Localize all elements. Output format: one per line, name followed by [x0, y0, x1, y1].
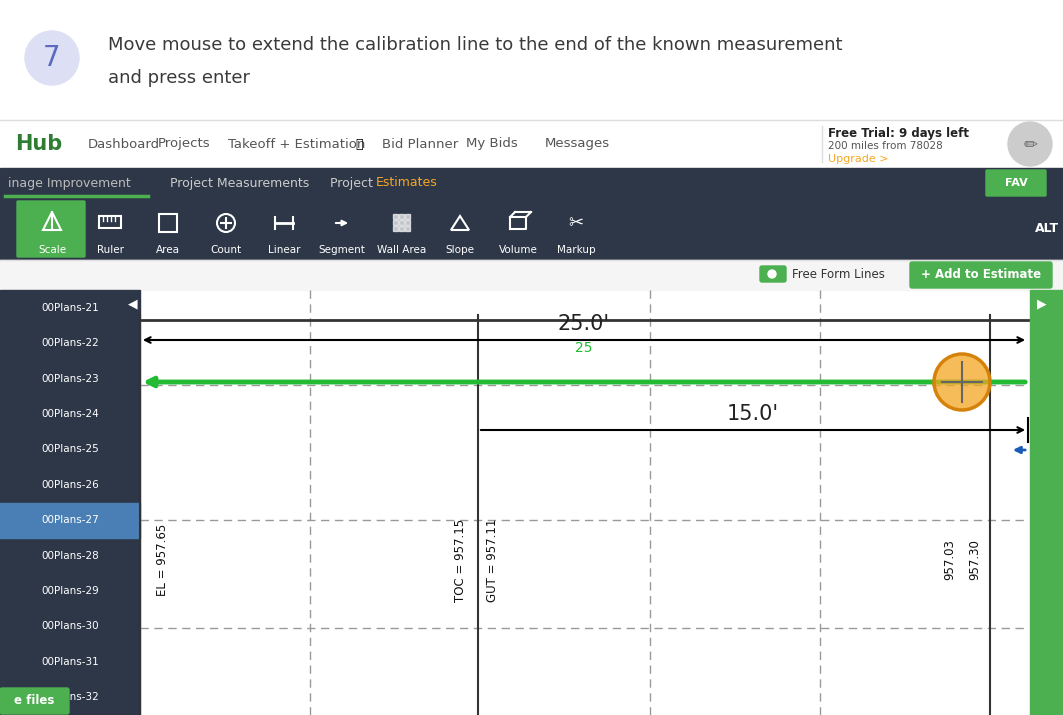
Text: ◀: ◀: [129, 297, 138, 310]
Bar: [159, 214, 178, 232]
Text: Project Measurements: Project Measurements: [170, 177, 309, 189]
Bar: [140, 290, 1028, 715]
Text: 00Plans-29: 00Plans-29: [41, 586, 99, 596]
Text: Count: Count: [210, 245, 241, 255]
Text: 00Plans-31: 00Plans-31: [41, 657, 99, 667]
Bar: [0, 503, 140, 538]
Text: Project: Project: [330, 177, 377, 189]
Text: 00Plans-21: 00Plans-21: [41, 302, 99, 312]
Circle shape: [767, 270, 776, 278]
Text: 00Plans-25: 00Plans-25: [41, 445, 99, 454]
Text: 🚀: 🚀: [355, 139, 362, 152]
Bar: [393, 220, 398, 225]
Text: Free Form Lines: Free Form Lines: [792, 269, 884, 282]
Text: Projects: Projects: [158, 137, 210, 150]
Text: Volume: Volume: [499, 245, 538, 255]
Text: 7: 7: [44, 44, 61, 72]
Text: Wall Area: Wall Area: [377, 245, 426, 255]
Text: ✏: ✏: [1023, 135, 1036, 153]
Bar: [1030, 290, 1063, 715]
Text: and press enter: and press enter: [108, 69, 250, 87]
Bar: [393, 226, 398, 231]
Text: e files: e files: [14, 694, 54, 708]
Text: 200 miles from 78028: 200 miles from 78028: [828, 141, 943, 151]
Bar: [393, 214, 398, 219]
Text: GUT = 957.11: GUT = 957.11: [486, 518, 499, 602]
Bar: [399, 226, 404, 231]
Text: 25.0': 25.0': [558, 314, 610, 334]
Bar: [0, 168, 1063, 198]
Text: Segment: Segment: [319, 245, 366, 255]
Text: 00Plans-23: 00Plans-23: [41, 373, 99, 383]
Text: 25: 25: [575, 341, 593, 355]
Bar: [0, 260, 1063, 290]
Text: Ruler: Ruler: [97, 245, 123, 255]
Text: 957.30: 957.30: [968, 540, 981, 581]
Bar: [399, 220, 404, 225]
FancyBboxPatch shape: [760, 266, 786, 282]
Text: Markup: Markup: [557, 245, 595, 255]
Text: Move mouse to extend the calibration line to the end of the known measurement: Move mouse to extend the calibration lin…: [108, 36, 843, 54]
FancyBboxPatch shape: [17, 201, 85, 257]
Text: Free Trial: 9 days left: Free Trial: 9 days left: [828, 127, 969, 139]
Bar: [0, 198, 1063, 260]
Text: Area: Area: [156, 245, 180, 255]
Bar: [405, 214, 410, 219]
Text: My Bids: My Bids: [466, 137, 518, 150]
Text: Takeoff + Estimation: Takeoff + Estimation: [227, 137, 366, 150]
Bar: [0, 290, 140, 715]
Text: 00Plans-26: 00Plans-26: [41, 480, 99, 490]
FancyBboxPatch shape: [986, 170, 1046, 196]
Text: Bid Planner: Bid Planner: [382, 137, 458, 150]
Text: Slope: Slope: [445, 245, 474, 255]
Bar: [399, 214, 404, 219]
Text: TOC = 957.15: TOC = 957.15: [454, 518, 467, 601]
Circle shape: [26, 31, 79, 85]
Bar: [0, 120, 1063, 168]
Text: Messages: Messages: [545, 137, 610, 150]
Circle shape: [1008, 122, 1052, 166]
Text: Linear: Linear: [268, 245, 300, 255]
Text: 00Plans-32: 00Plans-32: [41, 692, 99, 702]
Bar: [0, 0, 1063, 120]
Text: 957.03: 957.03: [944, 540, 957, 581]
Text: EL = 957.65: EL = 957.65: [155, 524, 169, 596]
Circle shape: [934, 354, 990, 410]
Text: 00Plans-28: 00Plans-28: [41, 551, 99, 561]
Text: ✂: ✂: [569, 214, 584, 232]
Text: ▶: ▶: [1037, 297, 1047, 310]
Text: Dashboard: Dashboard: [88, 137, 161, 150]
FancyBboxPatch shape: [0, 688, 69, 714]
Text: ALT: ALT: [1035, 222, 1059, 235]
Bar: [405, 226, 410, 231]
Text: 00Plans-27: 00Plans-27: [41, 516, 99, 526]
Text: 15.0': 15.0': [727, 404, 779, 424]
Text: Estimates: Estimates: [376, 177, 438, 189]
Text: inage Improvement: inage Improvement: [9, 177, 131, 189]
Text: 00Plans-30: 00Plans-30: [41, 621, 99, 631]
Text: FAV: FAV: [1005, 178, 1027, 188]
Text: 00Plans-24: 00Plans-24: [41, 409, 99, 419]
Text: + Add to Estimate: + Add to Estimate: [921, 269, 1041, 282]
Text: Upgrade >: Upgrade >: [828, 154, 889, 164]
Text: Scale: Scale: [38, 245, 66, 255]
Text: Hub: Hub: [15, 134, 63, 154]
Text: 00Plans-22: 00Plans-22: [41, 338, 99, 348]
Bar: [405, 220, 410, 225]
Bar: [99, 216, 121, 228]
FancyBboxPatch shape: [910, 262, 1052, 288]
